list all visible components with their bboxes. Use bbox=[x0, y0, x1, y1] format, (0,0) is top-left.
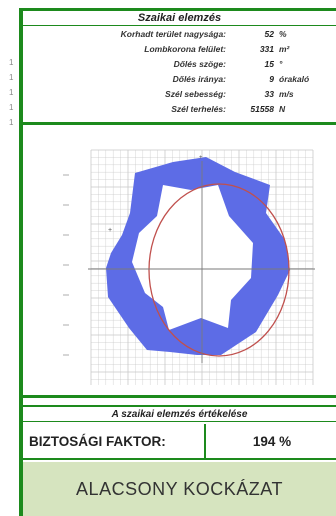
analysis-title: Szaikai elemzés bbox=[23, 8, 336, 26]
axis-marker: + bbox=[199, 155, 203, 161]
param-row: Szél sebesség: 33 m/s bbox=[23, 87, 336, 102]
param-unit: órakaló bbox=[279, 74, 310, 84]
param-unit: m/s bbox=[279, 89, 294, 99]
param-value: 52 bbox=[264, 29, 274, 39]
risk-level-banner: ALACSONY KOCKÁZAT bbox=[23, 462, 336, 516]
hollow-area bbox=[132, 185, 253, 330]
load-circle bbox=[148, 183, 290, 357]
param-label: Szél sebesség: bbox=[165, 89, 226, 99]
param-unit: ° bbox=[279, 59, 283, 69]
safety-factor-label: BIZTOSÁGI FAKTOR: bbox=[23, 424, 206, 460]
parameter-table: Korhadt terület nagysága: 52 % Lombkoron… bbox=[23, 27, 336, 117]
param-unit: N bbox=[279, 104, 286, 114]
cross-section-diagram: + + bbox=[23, 130, 336, 395]
param-value: 51558 bbox=[250, 104, 274, 114]
left-tick: 1 bbox=[9, 73, 14, 82]
param-label: Dőlés iránya: bbox=[172, 74, 226, 84]
param-value: 9 bbox=[269, 74, 274, 84]
param-value: 331 bbox=[259, 44, 274, 54]
param-row: Dőlés iránya: 9 órakaló bbox=[23, 72, 336, 87]
evaluation-title: A szaikai elemzés értékelése bbox=[23, 405, 336, 422]
left-tick: 1 bbox=[9, 88, 14, 97]
param-value: 15 bbox=[264, 59, 274, 69]
param-label: Lombkorona felület: bbox=[144, 44, 226, 54]
safety-factor-row: BIZTOSÁGI FAKTOR: 194 % bbox=[23, 424, 336, 460]
param-label: Dőlés szöge: bbox=[173, 59, 226, 69]
param-label: Szél terhelés: bbox=[171, 104, 226, 114]
param-row: Korhadt terület nagysága: 52 % bbox=[23, 27, 336, 42]
param-unit: % bbox=[279, 29, 287, 39]
axis-marker: + bbox=[108, 227, 112, 234]
cross-section-svg: + + bbox=[63, 149, 315, 385]
param-label: Korhadt terület nagysága: bbox=[120, 29, 226, 39]
param-row: Dőlés szöge: 15 ° bbox=[23, 57, 336, 72]
section-divider bbox=[23, 122, 336, 125]
left-tick: 1 bbox=[9, 118, 14, 127]
param-unit: m² bbox=[279, 44, 290, 54]
section-divider bbox=[23, 395, 336, 398]
safety-factor-value: 194 % bbox=[252, 434, 292, 449]
panel-frame bbox=[19, 8, 336, 516]
param-row: Szél terhelés: 51558 N bbox=[23, 102, 336, 117]
left-tick: 1 bbox=[9, 103, 14, 112]
left-tick-column: 1 1 1 1 1 bbox=[0, 55, 19, 130]
param-row: Lombkorona felület: 331 m² bbox=[23, 42, 336, 57]
param-value: 33 bbox=[264, 89, 274, 99]
left-tick: 1 bbox=[9, 58, 14, 67]
